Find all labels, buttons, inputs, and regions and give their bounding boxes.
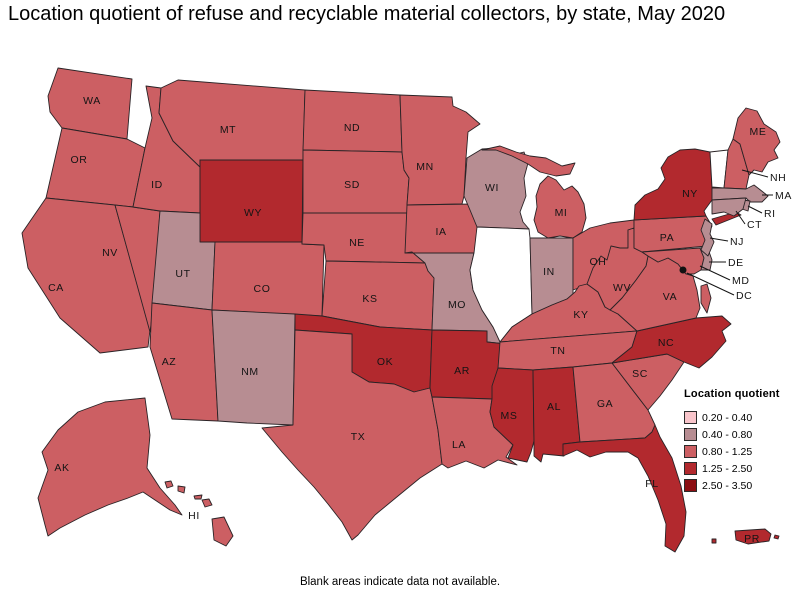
state-label-CA: CA bbox=[48, 282, 64, 294]
state-NM bbox=[211, 309, 296, 426]
legend-swatch-icon bbox=[684, 462, 697, 475]
state-PR bbox=[711, 528, 780, 545]
state-label-NM: NM bbox=[241, 366, 259, 378]
legend-range-label: 1.25 - 2.50 bbox=[702, 462, 753, 475]
state-AK bbox=[37, 397, 183, 537]
state-label-GA: GA bbox=[597, 398, 613, 410]
leader-line-NH bbox=[741, 169, 769, 178]
legend-swatch-icon bbox=[684, 428, 697, 441]
state-label-IN: IN bbox=[543, 266, 555, 278]
state-HI bbox=[164, 480, 234, 547]
state-label-TN: TN bbox=[550, 345, 565, 357]
dc-marker-dot bbox=[679, 266, 687, 274]
legend-swatch-icon bbox=[684, 479, 697, 492]
state-label-DE: DE bbox=[728, 257, 744, 269]
leader-line-RI bbox=[747, 205, 763, 214]
state-IL bbox=[469, 226, 533, 343]
state-label-WV: WV bbox=[613, 282, 631, 294]
state-AZ bbox=[149, 302, 219, 422]
page-title: Location quotient of refuse and recyclab… bbox=[8, 3, 726, 25]
state-label-LA: LA bbox=[452, 439, 466, 451]
legend-range-label: 0.20 - 0.40 bbox=[702, 411, 753, 424]
legend-range-label: 0.40 - 0.80 bbox=[702, 428, 753, 441]
state-label-SD: SD bbox=[344, 179, 360, 191]
state-label-WA: WA bbox=[83, 95, 101, 107]
legend-row-0: 0.20 - 0.40 bbox=[684, 409, 798, 426]
state-label-MN: MN bbox=[416, 161, 434, 173]
state-label-NH: NH bbox=[770, 172, 786, 184]
state-OR bbox=[45, 127, 146, 208]
state-ME bbox=[732, 107, 781, 176]
state-label-AZ: AZ bbox=[162, 356, 177, 368]
legend-swatch-icon bbox=[684, 445, 697, 458]
state-label-IA: IA bbox=[435, 226, 446, 238]
state-label-MT: MT bbox=[220, 124, 236, 136]
footer-note: Blank areas indicate data not available. bbox=[299, 576, 501, 588]
state-label-HI: HI bbox=[188, 510, 200, 522]
state-label-PR: PR bbox=[744, 533, 760, 545]
state-label-MA: MA bbox=[775, 190, 792, 202]
state-label-NJ: NJ bbox=[730, 236, 744, 248]
state-label-NV: NV bbox=[102, 247, 118, 259]
state-CO bbox=[211, 241, 325, 317]
state-label-OH: OH bbox=[590, 256, 607, 268]
state-label-UT: UT bbox=[175, 268, 190, 280]
state-label-MS: MS bbox=[501, 410, 518, 422]
leader-line-MD bbox=[699, 265, 731, 281]
legend-row-4: 2.50 - 3.50 bbox=[684, 477, 798, 494]
state-label-VA: VA bbox=[663, 291, 677, 303]
legend: Location quotient 0.20 - 0.40 0.40 - 0.80… bbox=[684, 388, 798, 494]
state-FL bbox=[562, 424, 687, 553]
state-label-OR: OR bbox=[71, 154, 88, 166]
legend-range-label: 2.50 - 3.50 bbox=[702, 479, 753, 492]
legend-row-2: 0.80 - 1.25 bbox=[684, 443, 798, 460]
state-label-MI: MI bbox=[555, 207, 568, 219]
state-label-AR: AR bbox=[454, 365, 470, 377]
state-label-FL: FL bbox=[645, 478, 658, 490]
state-ND bbox=[302, 89, 403, 153]
legend-row-1: 0.40 - 0.80 bbox=[684, 426, 798, 443]
state-label-CO: CO bbox=[254, 283, 271, 295]
state-label-WY: WY bbox=[244, 207, 262, 219]
state-CT bbox=[711, 197, 747, 217]
legend-title: Location quotient bbox=[684, 388, 780, 400]
state-label-ME: ME bbox=[750, 126, 767, 138]
state-label-PA: PA bbox=[660, 232, 674, 244]
state-label-KS: KS bbox=[362, 293, 377, 305]
state-label-NY: NY bbox=[682, 188, 698, 200]
leader-line-NJ bbox=[709, 237, 729, 242]
state-NJ bbox=[700, 218, 715, 257]
state-label-KY: KY bbox=[573, 309, 588, 321]
state-label-OK: OK bbox=[377, 356, 393, 368]
state-label-MO: MO bbox=[448, 299, 466, 311]
state-label-TX: TX bbox=[351, 431, 366, 443]
legend-swatch-icon bbox=[684, 411, 697, 424]
state-label-WI: WI bbox=[485, 182, 499, 194]
state-label-ND: ND bbox=[344, 122, 360, 134]
state-MN bbox=[399, 94, 481, 206]
legend-range-label: 0.80 - 1.25 bbox=[702, 445, 753, 458]
state-label-CT: CT bbox=[747, 219, 762, 231]
leader-line-DC bbox=[686, 272, 735, 296]
state-label-DC: DC bbox=[736, 290, 752, 302]
state-label-NC: NC bbox=[658, 337, 674, 349]
state-MI bbox=[481, 145, 587, 239]
state-label-RI: RI bbox=[764, 208, 776, 220]
state-NY bbox=[633, 148, 742, 226]
legend-rows: 0.20 - 0.40 0.40 - 0.80 0.80 - 1.25 1.25 - … bbox=[684, 409, 798, 494]
state-label-SC: SC bbox=[632, 368, 648, 380]
state-label-MD: MD bbox=[732, 275, 750, 287]
state-label-NE: NE bbox=[349, 237, 365, 249]
state-label-ID: ID bbox=[151, 179, 163, 191]
state-label-AK: AK bbox=[54, 462, 69, 474]
state-WY bbox=[199, 159, 304, 243]
state-label-AL: AL bbox=[547, 401, 561, 413]
leader-line-CT bbox=[735, 210, 746, 225]
legend-row-3: 1.25 - 2.50 bbox=[684, 460, 798, 477]
state-TX bbox=[261, 329, 443, 541]
